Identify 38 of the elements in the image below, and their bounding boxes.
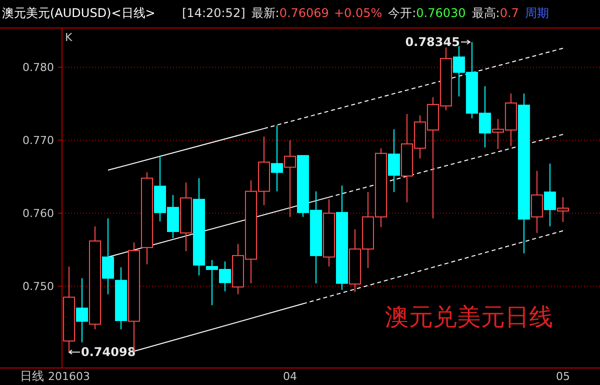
text: 今开: bbox=[388, 6, 416, 20]
annotation: 澳元兑美元日线 bbox=[385, 303, 553, 331]
text: 0.76030 bbox=[416, 6, 466, 20]
chart-title: 澳元美元(AUDUSD)<日线> bbox=[2, 6, 156, 20]
annotation: K bbox=[65, 31, 73, 44]
y-tick-label: 0.760 bbox=[22, 207, 54, 220]
annotation: 0.74098 bbox=[81, 345, 136, 360]
candlestick bbox=[193, 178, 205, 276]
text: 最高: bbox=[472, 6, 500, 20]
candlestick bbox=[530, 170, 543, 234]
annotation: 0.78345 bbox=[405, 35, 460, 50]
text: [14:20:52] bbox=[182, 6, 246, 20]
y-tick-label: 0.770 bbox=[22, 134, 54, 148]
candlestick bbox=[322, 198, 335, 268]
y-tick-label: 0.750 bbox=[22, 280, 54, 294]
candlestick bbox=[115, 266, 128, 330]
text: 周期 bbox=[524, 6, 549, 20]
text: 0.76069 bbox=[279, 6, 329, 20]
candlestick bbox=[544, 163, 556, 227]
candlestick bbox=[518, 93, 530, 254]
candlestick bbox=[270, 125, 283, 192]
candlestick bbox=[89, 226, 102, 330]
candlestick bbox=[556, 196, 569, 222]
text: +0.05% bbox=[334, 6, 382, 20]
x-axis-title: 日线 bbox=[20, 369, 44, 383]
candlestick bbox=[63, 266, 76, 353]
candlestick bbox=[388, 128, 400, 193]
candlestick bbox=[102, 218, 114, 295]
candlestick bbox=[180, 182, 192, 252]
candlestick bbox=[336, 184, 348, 290]
candlestick bbox=[284, 140, 296, 218]
x-tick-label: 04 bbox=[282, 370, 297, 383]
text: 0.7 bbox=[500, 6, 519, 20]
candlestick bbox=[76, 278, 88, 343]
y-tick-label: 0.780 bbox=[22, 61, 54, 74]
x-tick-label: 201603 bbox=[48, 370, 90, 383]
x-tick-label: 05 bbox=[556, 370, 570, 383]
text: 最新: bbox=[251, 6, 280, 20]
